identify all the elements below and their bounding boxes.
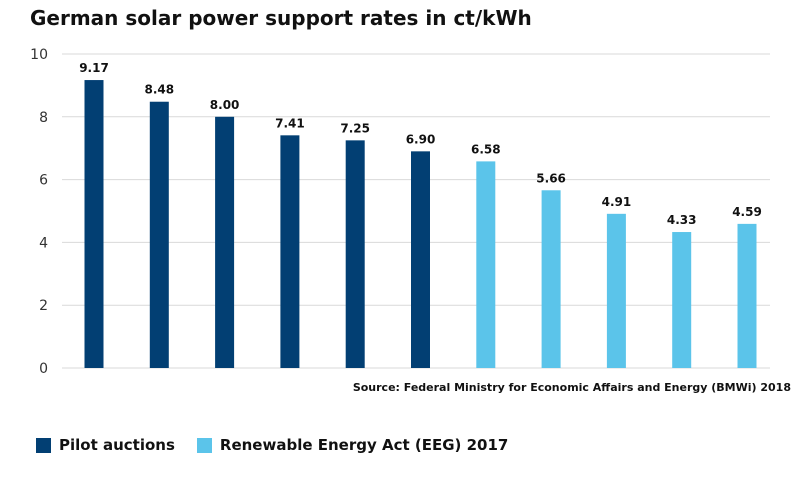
bar	[737, 223, 757, 368]
legend-label-pilot: Pilot auctions	[59, 436, 175, 454]
bar	[541, 190, 561, 368]
data-label: 9.17	[79, 61, 109, 75]
bar	[84, 80, 104, 368]
legend-swatch-eeg	[196, 437, 212, 453]
data-label: 5.66	[536, 171, 566, 185]
data-label: 8.48	[144, 83, 174, 97]
y-tick-label: 2	[39, 298, 48, 314]
source-note: Source: Federal Ministry for Economic Af…	[352, 381, 791, 394]
data-label: 4.91	[602, 195, 632, 209]
y-tick-label: 10	[30, 47, 48, 63]
data-label: 4.33	[667, 213, 697, 227]
data-label: 7.25	[340, 121, 370, 135]
data-label: 7.41	[275, 116, 305, 130]
bar	[149, 101, 169, 368]
y-tick-label: 4	[39, 235, 48, 251]
bar	[280, 135, 300, 368]
data-label: 6.58	[471, 142, 501, 156]
bar	[476, 161, 496, 368]
data-label: 8.00	[210, 98, 240, 112]
bar	[345, 140, 365, 368]
data-label: 4.59	[732, 205, 762, 219]
legend-item-pilot: Pilot auctions	[36, 436, 175, 454]
y-tick-label: 6	[39, 173, 48, 189]
chart-title: German solar power support rates in ct/k…	[30, 6, 532, 30]
y-tick-label: 0	[39, 361, 48, 377]
bar	[672, 232, 692, 368]
legend: Pilot auctions Renewable Energy Act (EEG…	[36, 436, 530, 454]
legend-item-eeg: Renewable Energy Act (EEG) 2017	[196, 436, 509, 454]
y-tick-label: 8	[39, 110, 48, 126]
data-label: 6.90	[406, 132, 436, 146]
legend-swatch-pilot	[36, 437, 51, 453]
legend-label-eeg: Renewable Energy Act (EEG) 2017	[219, 436, 509, 454]
bar	[606, 213, 626, 368]
bar	[411, 151, 430, 368]
bar	[215, 116, 235, 368]
